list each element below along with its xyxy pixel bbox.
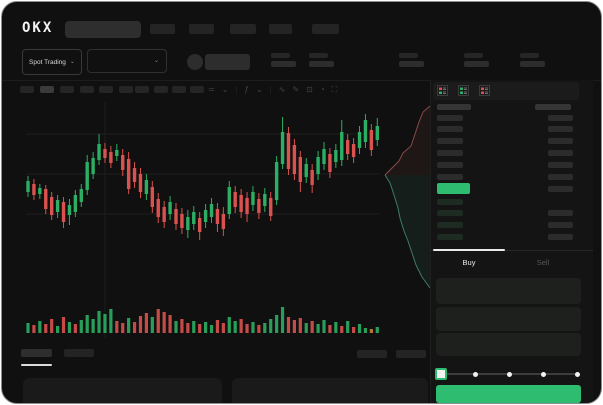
search-input[interactable] <box>65 21 141 38</box>
trade-sidebar: Buy Sell <box>430 80 593 403</box>
stat-label-placeholder <box>271 53 290 58</box>
bid-price-placeholder[interactable] <box>437 210 463 217</box>
timeframe-item[interactable] <box>119 86 133 93</box>
bottom-panel <box>23 378 222 403</box>
draw-tool-icon[interactable]: ✎ <box>292 85 300 94</box>
chevron-down-icon[interactable]: ⌄ <box>255 85 263 94</box>
chevron-down-icon: ⌄ <box>69 59 75 65</box>
tab-sell[interactable]: Sell <box>536 258 550 267</box>
bid-price-placeholder[interactable] <box>437 198 463 205</box>
bottom-tab-placeholder[interactable] <box>21 349 52 357</box>
amount-slider-handle[interactable] <box>435 368 447 380</box>
timeframe-item[interactable] <box>135 86 149 93</box>
ask-amount-placeholder <box>548 138 573 145</box>
orderbook-toolbar <box>433 82 579 100</box>
stat-value-placeholder <box>309 61 334 67</box>
ask-price-placeholder[interactable] <box>437 173 463 180</box>
ask-amount-placeholder <box>548 161 573 168</box>
slider-stop[interactable] <box>507 371 512 377</box>
timeframe-item[interactable] <box>190 86 204 93</box>
orderbook-view-toggles <box>437 85 490 96</box>
nav-item-placeholder[interactable] <box>150 24 175 34</box>
timeframe-item[interactable] <box>60 86 74 93</box>
line-tool-icon[interactable]: ∿ <box>278 85 286 94</box>
chart-type-icon[interactable]: ≍ <box>208 85 215 94</box>
header-divider <box>2 80 601 81</box>
nav-item-placeholder[interactable] <box>189 24 214 34</box>
last-price-highlight[interactable] <box>437 183 470 194</box>
okx-logo[interactable]: OKX <box>22 20 54 36</box>
screenshot-icon[interactable]: ⊡ <box>306 85 313 94</box>
pair-select-dropdown[interactable]: ⌄ <box>87 49 167 73</box>
pair-name-placeholder <box>205 54 250 70</box>
indicators-icon[interactable]: ƒ <box>244 85 249 94</box>
nav-item-placeholder[interactable] <box>312 24 339 34</box>
chevron-down-icon[interactable]: ⌄ <box>221 85 229 94</box>
separator: | <box>269 85 272 94</box>
chevron-down-icon: ⌄ <box>153 58 159 64</box>
slider-stop[interactable] <box>473 371 478 377</box>
orderbook-both-icon[interactable] <box>437 85 448 96</box>
last-price-amount-placeholder <box>548 186 573 192</box>
replay-icon[interactable]: ◔ <box>319 85 325 94</box>
bid-amount-placeholder <box>548 222 573 229</box>
nav-item-placeholder[interactable] <box>230 24 256 34</box>
chart-toolbar-icons: ≍ ⌄ | ƒ ⌄ | ∿ ✎ ⊡ ◔ ⛶ <box>208 81 337 98</box>
nav-item-placeholder[interactable] <box>269 24 292 34</box>
fullscreen-icon[interactable]: ⛶ <box>331 84 338 94</box>
stat-label-placeholder <box>399 53 418 58</box>
orderbook-col-header <box>535 104 571 110</box>
order-form-field[interactable] <box>436 307 581 331</box>
ask-amount-placeholder <box>548 173 573 180</box>
trade-mode-dropdown[interactable]: Spot Trading ⌄ <box>22 49 82 75</box>
ask-price-placeholder[interactable] <box>437 114 463 121</box>
timeframe-item[interactable] <box>40 86 54 93</box>
ask-amount-placeholder <box>548 149 573 156</box>
order-form-field[interactable] <box>436 278 581 304</box>
bid-amount-placeholder <box>548 210 573 217</box>
stat-label-placeholder <box>309 53 328 58</box>
timeframe-item[interactable] <box>154 86 168 93</box>
bottom-action-placeholder[interactable] <box>396 350 426 358</box>
timeframe-item[interactable] <box>80 86 94 93</box>
bid-price-placeholder[interactable] <box>437 233 463 240</box>
separator: | <box>235 85 238 94</box>
active-tab-underline <box>21 364 52 366</box>
timeframe-item[interactable] <box>99 86 113 93</box>
coin-avatar <box>187 54 203 70</box>
stat-value-placeholder <box>464 61 489 67</box>
order-form-field[interactable] <box>436 333 581 356</box>
bottom-action-placeholder[interactable] <box>357 350 387 358</box>
bottom-tab-placeholder[interactable] <box>64 349 94 357</box>
orderbook-col-header <box>437 104 471 110</box>
stat-value-placeholder <box>399 61 424 67</box>
slider-stop[interactable] <box>541 371 546 377</box>
stat-value-placeholder <box>271 61 296 67</box>
bid-amount-placeholder <box>548 233 573 240</box>
ask-price-placeholder[interactable] <box>437 126 463 133</box>
price-chart[interactable] <box>2 2 432 404</box>
ask-amount-placeholder <box>548 126 573 133</box>
tabs-divider <box>431 250 593 251</box>
orderbook-buys-icon[interactable] <box>458 85 469 96</box>
orderbook-sells-icon[interactable] <box>479 85 490 96</box>
ask-price-placeholder[interactable] <box>437 149 463 156</box>
bid-price-placeholder[interactable] <box>437 222 463 229</box>
slider-stop[interactable] <box>575 371 580 377</box>
ask-price-placeholder[interactable] <box>437 138 463 145</box>
trade-mode-label: Spot Trading <box>29 58 66 66</box>
ask-price-placeholder[interactable] <box>437 161 463 168</box>
stat-value-placeholder <box>520 61 545 67</box>
tab-buy[interactable]: Buy <box>462 258 476 267</box>
timeframe-item[interactable] <box>172 86 186 93</box>
buy-tab-indicator <box>433 249 505 251</box>
stat-label-placeholder <box>520 53 539 58</box>
timeframe-item[interactable] <box>20 86 34 93</box>
buy-submit-button[interactable] <box>436 385 581 403</box>
ask-amount-placeholder <box>548 114 573 121</box>
stat-label-placeholder <box>464 53 483 58</box>
bottom-panel <box>232 378 428 403</box>
